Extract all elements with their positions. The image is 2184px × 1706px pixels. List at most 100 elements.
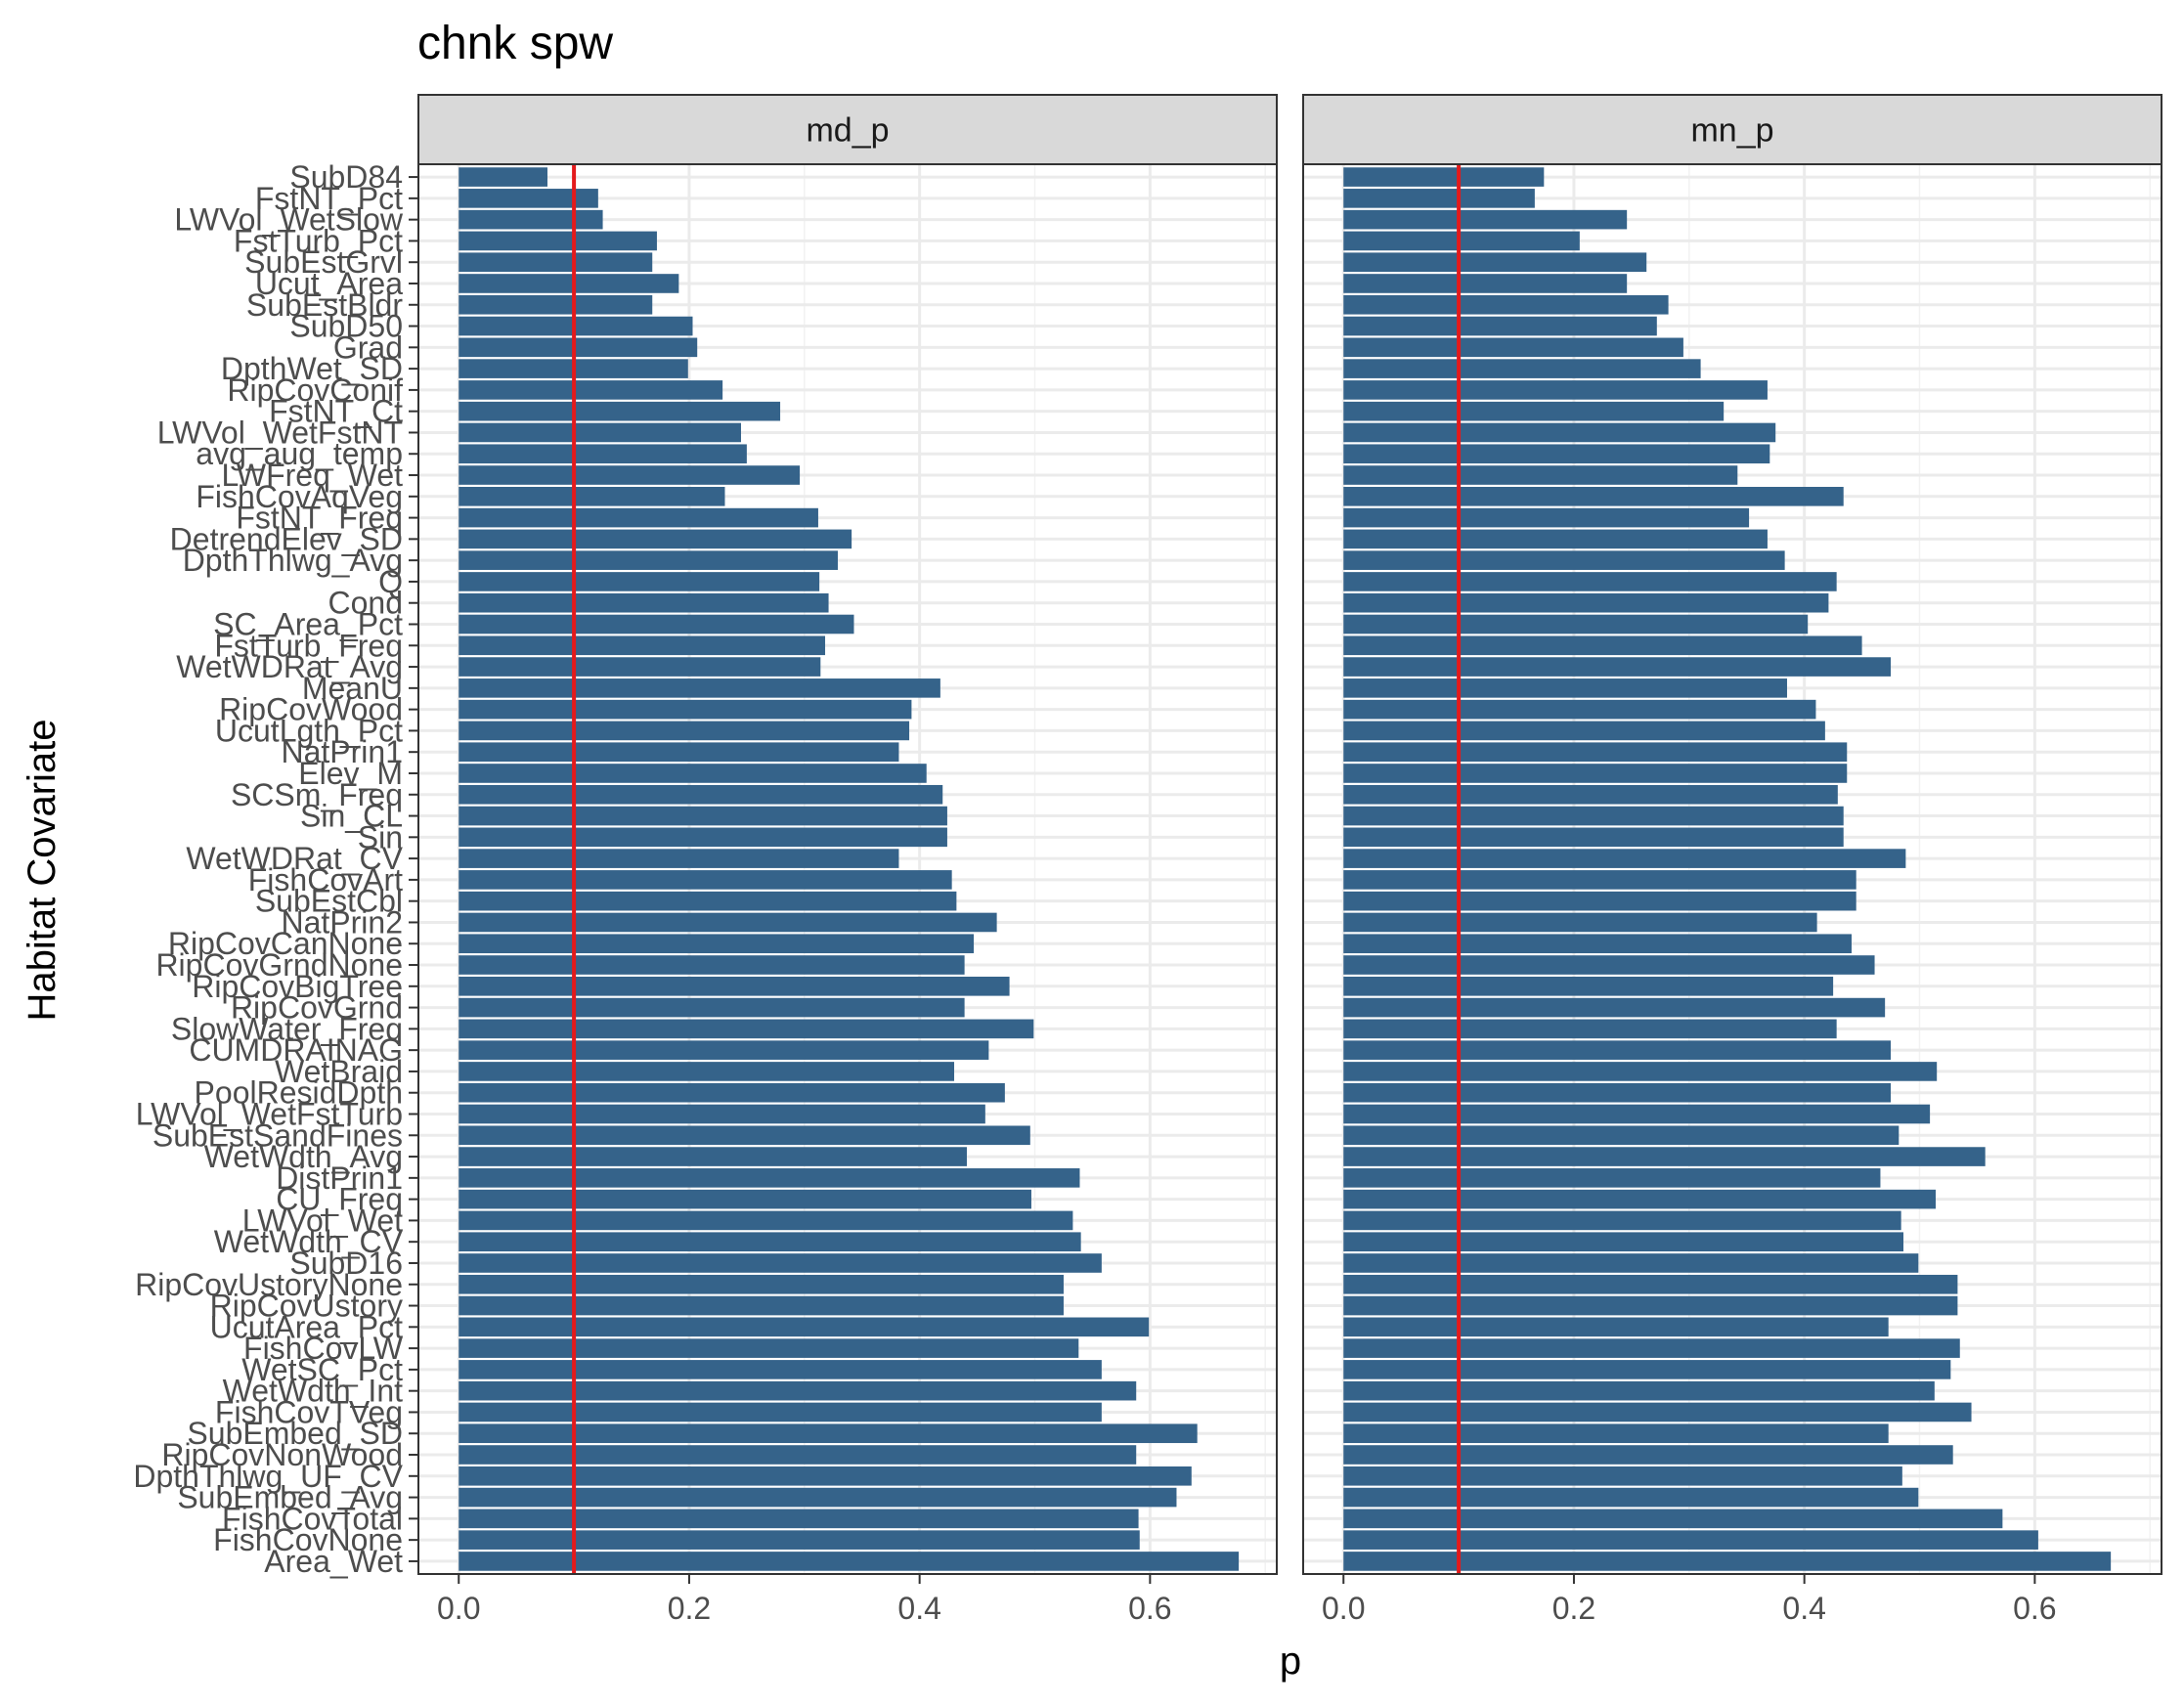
y-category-label: FstNT_Ct [269,394,403,429]
bar-mn_p-WetWDRat_CV [1343,849,1906,868]
bar-mn_p-SlowWater_Freq [1343,1019,1837,1039]
y-category-label: LWFreq_Wet [221,458,403,493]
bar-md_p-WetBraid [459,1062,955,1081]
y-category-label: DetrendElev_SD [170,521,403,556]
x-tick-label: 0.4 [1782,1591,1825,1626]
bar-md_p-DistPrin1 [459,1168,1080,1188]
bar-mn_p-RipCovUstory [1343,1295,1958,1316]
bar-md_p-FstTurb_Pct [459,231,657,251]
bar-md_p-RipCovCanNone [459,934,975,954]
bar-mn_p-FishCovTVeg [1343,1402,1972,1422]
bar-md_p-FishCovNone [459,1530,1140,1550]
bar-mn_p-FishCovTotal [1343,1509,2003,1529]
facet-panels: md_p0.0 0.2 0.4 0.6mn_p0.0 0.2 0.4 0.6SubD84Fs… [133,94,2162,1626]
y-category-label: WetBraid [275,1054,403,1089]
y-category-label: FishCovLW [243,1331,404,1366]
bar-md_p-RipCovGrndNone [459,955,965,975]
bar-md_p-FishCovTVeg [459,1402,1102,1422]
x-tick-label: 0.6 [2013,1591,2056,1626]
bar-md_p-FstNT_Freq [459,507,818,528]
bar-md_p-FishCovTotal [459,1509,1139,1529]
y-category-label: WetWDRat_CV [186,841,403,876]
bar-mn_p-LWVol_WetSlow [1343,209,1628,230]
y-category-label: WetWdth_Avg [204,1139,403,1174]
bar-md_p-WetWDRat_Avg [459,657,821,677]
bar-mn_p-Area_Wet [1343,1552,2112,1571]
y-category-label: Elev_M [298,756,403,791]
bar-md_p-SubEstGrvl [459,252,653,273]
x-tick-label: 0.6 [1128,1591,1171,1626]
y-category-label: DpthThlwg_UF_CV [133,1459,403,1494]
bar-mn_p-DpthWet_SD [1343,359,1701,378]
y-category-label: PoolResidDpth [195,1075,403,1111]
bar-mn_p-FishCovAqVeg [1343,487,1844,506]
y-category-label: Sin [358,819,403,854]
y-category-label: SC_Area_Pct [213,607,403,642]
bar-mn_p-Elev_M [1343,764,1848,783]
bar-md_p-CU_Freq [459,1189,1031,1209]
bar-md_p-NatPrin2 [459,912,997,933]
y-category-label: SubEstSandFines [153,1117,403,1153]
bar-md_p-Q [459,572,820,591]
y-axis-title: Habitat Covariate [21,719,64,1021]
y-category-label: CU_Freq [276,1182,403,1217]
bar-mn_p-FishCovLW [1343,1338,1960,1358]
bar-mn_p-SCSm_Freq [1343,784,1838,805]
y-category-label: WetWdth_CV [214,1224,404,1259]
bar-md_p-Elev_M [459,764,927,783]
y-category-label: SlowWater_Freq [171,1011,403,1046]
bar-md_p-LWVol_Wet [459,1210,1073,1231]
bar-mn_p-WetWdth_CV [1343,1232,1904,1251]
bar-md_p-CUMDRAINAG [459,1040,989,1060]
bar-md_p-WetWdth_Avg [459,1147,967,1166]
facet-panel-mn_p: mn_p 0.0 0.2 0.4 0.6 [1302,94,2162,1626]
bar-mn_p-Sin [1343,827,1844,848]
y-category-label: RipCovWood [219,692,403,727]
y-category-label: SubEstCbl [255,884,403,919]
bar-mn_p-FstNT_Freq [1343,507,1750,528]
bar-md_p-SubD16 [459,1253,1102,1273]
x-tick-label: 0.2 [1552,1591,1595,1626]
y-category-label: RipCovGrndNone [155,947,403,983]
x-tick-label: 0.4 [897,1591,940,1626]
bar-mn_p-FstTurb_Pct [1343,231,1580,251]
bar-md_p-FishCovLW [459,1338,1079,1358]
bar-mn_p-SubD16 [1343,1253,1919,1273]
bar-md_p-RipCovUstoryNone [459,1274,1064,1294]
y-category-label: UcutLgth_Pct [215,713,403,748]
y-category-label: WetWdth_Int [223,1374,403,1409]
bar-mn_p-NatPrin1 [1343,742,1848,762]
y-category-label: LWVol_WetFstNT [157,415,403,450]
facet-strip [417,94,1278,165]
bar-mn_p-SubEstSandFines [1343,1125,1900,1146]
facet-strip [1302,94,2162,165]
bar-md_p-avg_aug_temp [459,444,747,464]
y-category-label: RipCovNonWood [161,1437,403,1472]
bar-mn_p-RipCovConif [1343,380,1768,400]
y-category-label: Area_Wet [264,1544,403,1579]
bar-md_p-LWFreq_Wet [459,465,801,485]
y-axis-categories: SubD84FstNT_PctLWVol_WetSlowFstTurb_PctS… [133,159,418,1579]
bar-mn_p-SubEmbed_Avg [1343,1487,1919,1508]
y-category-label: LWVol_WetFstTurb [136,1096,403,1131]
y-category-label: SubD50 [289,309,403,344]
y-category-label: NatPrin1 [282,734,404,769]
y-category-label: RipCovGrnd [231,990,403,1026]
bar-md_p-FstTurb_Freq [459,635,826,656]
bar-mn_p-Grad [1343,337,1683,358]
bar-mn_p-SubEstGrvl [1343,252,1647,273]
bar-mn_p-RipCovBigTree [1343,977,1834,996]
bar-mn_p-FishCovNone [1343,1530,2038,1550]
y-category-label: SCSm_Freq [231,777,403,812]
bar-md_p-RipCovBigTree [459,977,1010,996]
facet-strip-label: md_p [806,112,889,150]
bar-md_p-WetSC_Pct [459,1360,1102,1379]
bar-mn_p-DetrendElev_SD [1343,529,1768,549]
bar-mn_p-FstNT_Ct [1343,401,1725,421]
y-category-label: FishCovTotal [222,1501,403,1536]
y-category-label: LWVol_Wet [242,1203,403,1238]
bar-mn_p-LWVol_WetFstTurb [1343,1104,1931,1124]
bar-mn_p-RipCovUstoryNone [1343,1274,1958,1294]
bar-mn_p-SC_Area_Pct [1343,614,1809,634]
